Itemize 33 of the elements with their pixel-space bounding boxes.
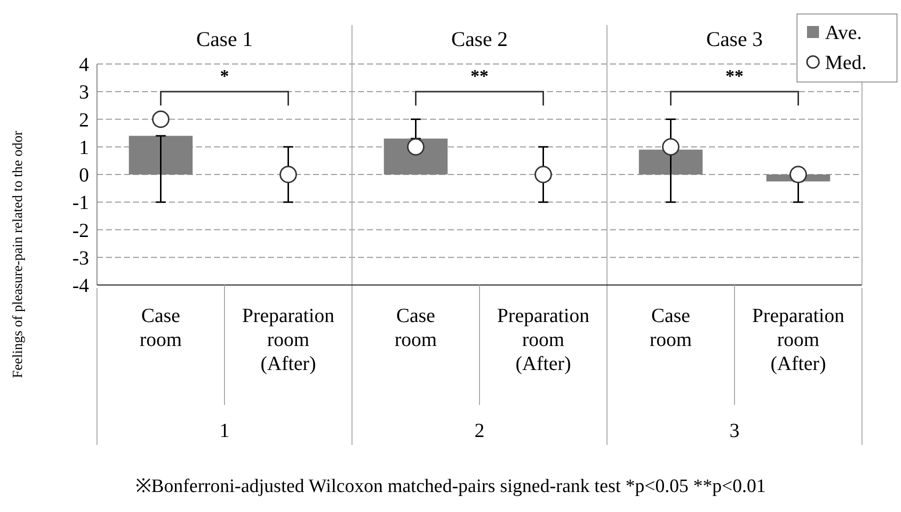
y-tick-label: -2	[72, 220, 89, 242]
x-tick-label: Case room	[650, 305, 692, 351]
text: Case 3	[706, 27, 763, 51]
text: 2	[474, 420, 484, 442]
text: 1	[220, 420, 230, 442]
annotation: *	[220, 66, 229, 86]
y-tick-label: -1	[72, 192, 89, 214]
x-tick-label: Case room	[140, 305, 182, 351]
x-tick-label: Preparation room (After)	[497, 305, 590, 375]
legend-label: Med.	[825, 52, 867, 74]
y-axis-title: Feelings of pleasure-pain related to the odor	[11, 130, 26, 378]
y-tick-label: 0	[79, 164, 89, 186]
y-tick-label: -4	[72, 275, 89, 297]
point	[662, 138, 680, 156]
x-tick-label: Case room	[394, 305, 438, 351]
y-tick-label: -3	[72, 247, 89, 270]
annotation: **	[470, 66, 488, 86]
text: Case 1	[196, 27, 253, 51]
text: Case 2	[451, 27, 508, 51]
point	[790, 166, 807, 184]
annotation: **	[726, 66, 744, 86]
y-tick-label: 2	[79, 109, 89, 132]
x-tick-label: Preparation room (After)	[242, 305, 334, 375]
y-tick-label: 3	[79, 82, 89, 104]
text: 3	[730, 420, 740, 442]
y-tick-label: 1	[79, 136, 89, 159]
point	[407, 138, 424, 156]
legend-label: Ave.	[825, 22, 862, 44]
bar	[638, 150, 703, 174]
text: ※Bonferroni-adjusted Wilcoxon matched-pairs signed-rank test *p<0.05 **p<0.01	[135, 476, 766, 497]
x-tick-label: Preparation room (After)	[752, 305, 844, 375]
y-tick-label: 4	[79, 54, 89, 76]
bar	[128, 136, 193, 174]
